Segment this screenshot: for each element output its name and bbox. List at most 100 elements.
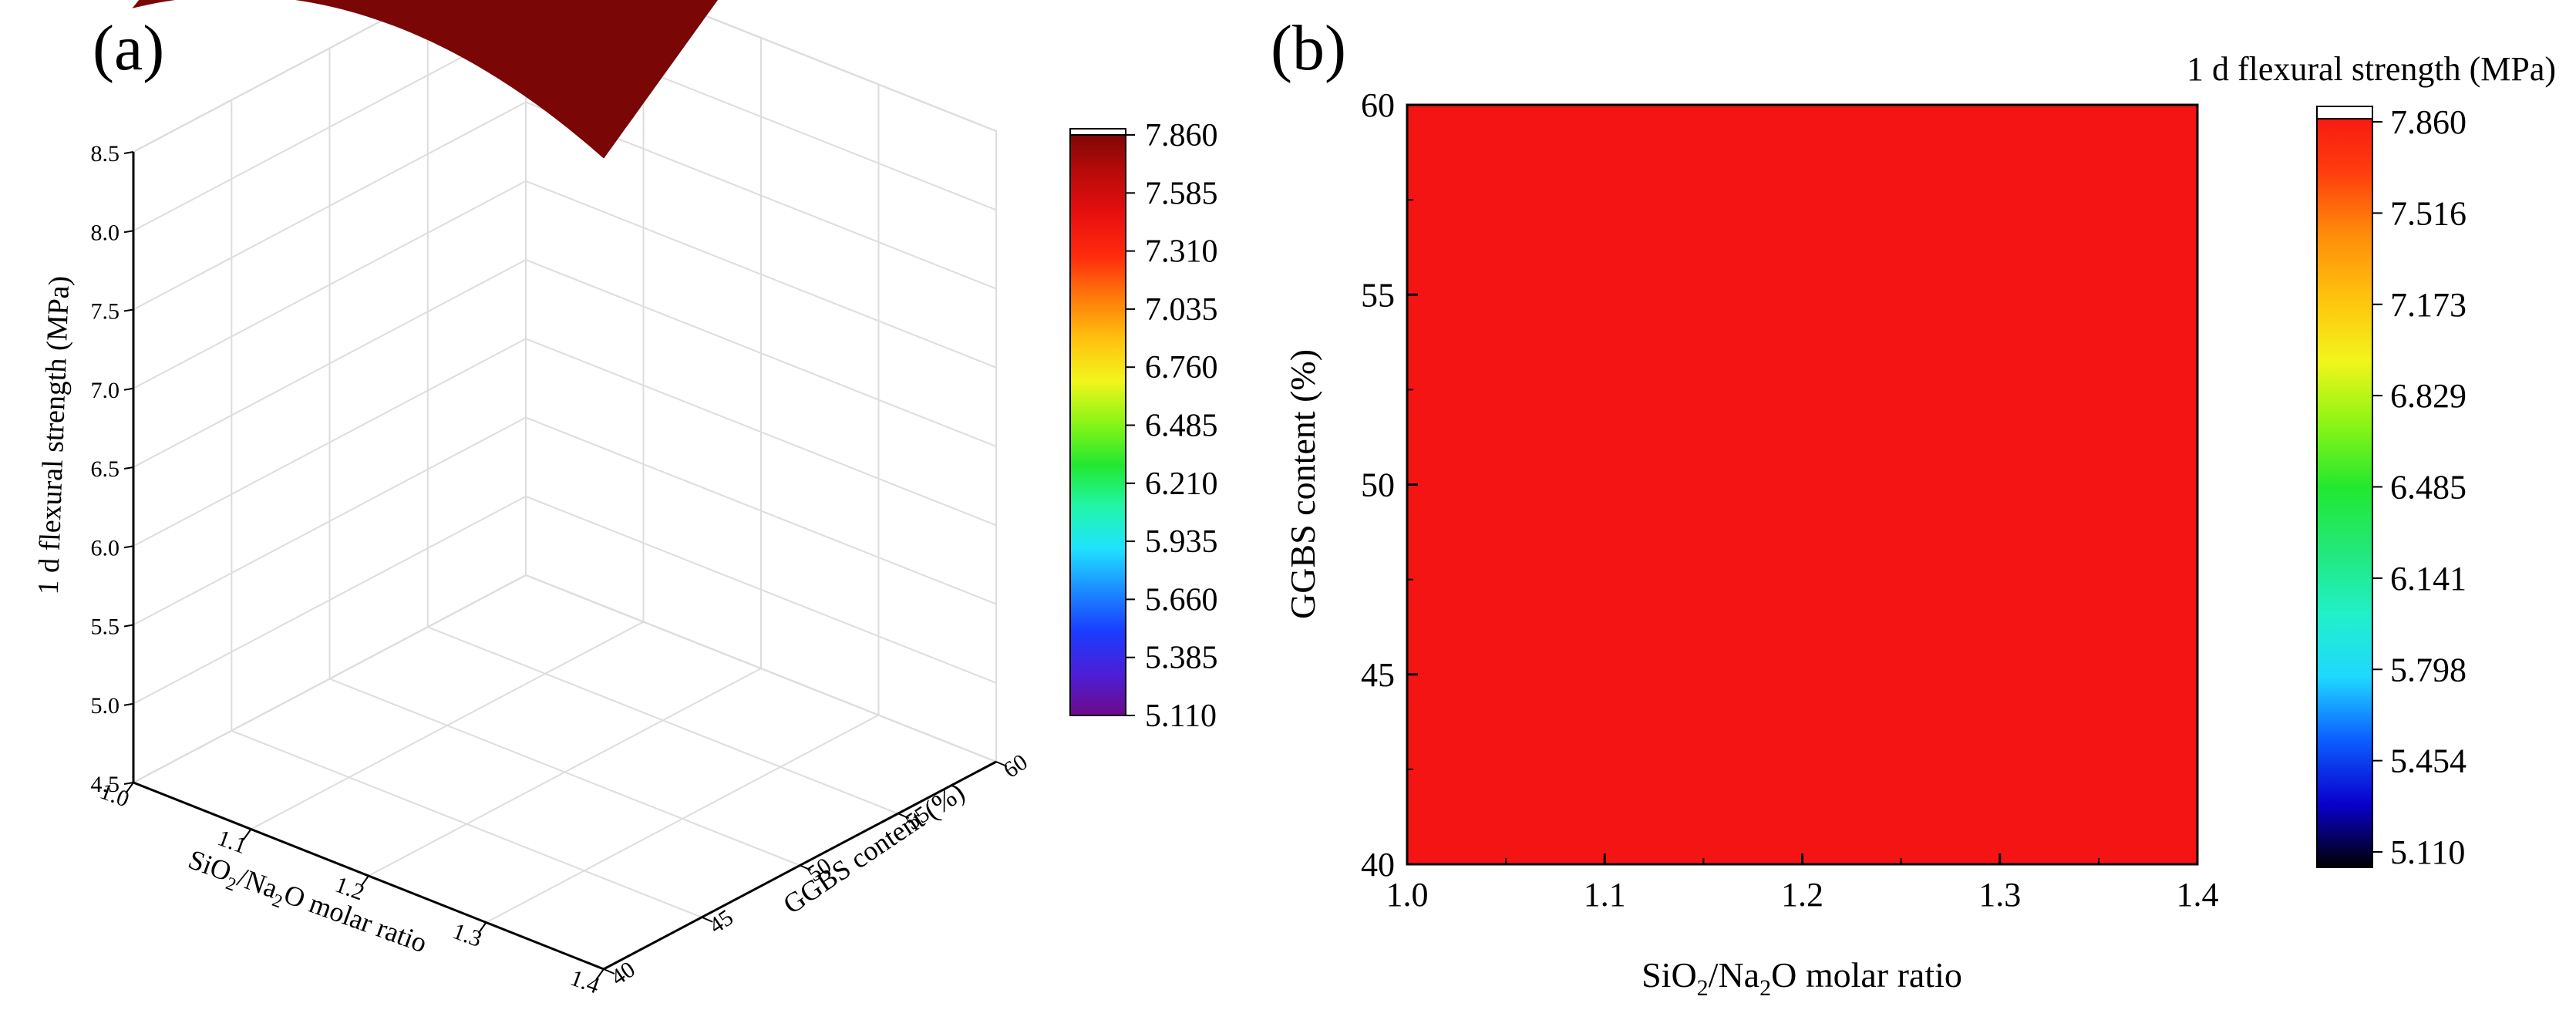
contour-cell: [1473, 465, 1480, 473]
contour-cell: [1519, 143, 1527, 150]
contour-cell: [1571, 585, 1579, 593]
contour-cell: [1446, 478, 1454, 486]
contour-cell: [1407, 674, 1415, 682]
contour-cell: [1519, 567, 1527, 574]
contour-cell: [1479, 541, 1487, 549]
contour-cell: [1453, 130, 1460, 137]
contour-cell: [1512, 800, 1520, 808]
contour-cell: [1466, 402, 1474, 409]
contour-cell: [1446, 117, 1454, 125]
contour-cell: [1525, 788, 1533, 796]
contour-cell: [1525, 193, 1533, 200]
contour-cell: [1440, 224, 1447, 232]
contour-cell: [1413, 370, 1421, 378]
contour-cell: [1525, 535, 1533, 542]
contour-cell: [1413, 516, 1421, 523]
contour-cell: [1486, 440, 1493, 447]
contour-cell: [1413, 224, 1421, 232]
contour-cell: [1433, 237, 1441, 245]
contour-cell: [1532, 617, 1540, 624]
colorbar-tick-label: 7.585: [1145, 176, 1218, 211]
contour-cell: [1413, 750, 1421, 758]
contour-cell: [1565, 231, 1573, 238]
contour-cell: [1446, 269, 1454, 277]
contour-cell: [1506, 358, 1514, 365]
contour-cell: [1466, 604, 1474, 612]
contour-cell: [1512, 680, 1520, 688]
contour-cell: [1453, 782, 1460, 789]
contour-cell: [1460, 782, 1467, 789]
contour-cell: [1479, 567, 1487, 574]
contour-cell: [1426, 174, 1434, 182]
contour-cell: [1578, 149, 1586, 157]
contour-cell: [1440, 857, 1447, 864]
contour-cell: [1486, 604, 1493, 612]
contour-cell: [1453, 769, 1460, 776]
contour-cell: [1538, 396, 1546, 403]
contour-cell: [1558, 680, 1566, 688]
contour-cell: [1532, 503, 1540, 510]
contour-cell: [1486, 503, 1493, 510]
contour-cell: [1545, 776, 1553, 783]
contour-cell: [1413, 332, 1421, 340]
contour-cell: [1545, 433, 1553, 441]
contour-cell: [1512, 528, 1520, 536]
contour-cell: [1571, 396, 1579, 403]
contour-cell: [1532, 642, 1540, 650]
contour-cell: [1512, 851, 1520, 859]
contour-cell: [1558, 845, 1566, 853]
contour-cell: [1460, 769, 1467, 776]
contour-cell: [1420, 257, 1428, 264]
contour-cell: [1460, 661, 1467, 669]
contour-cell: [1426, 604, 1434, 612]
contour-cell: [1558, 383, 1566, 390]
contour-cell: [1538, 535, 1546, 542]
contour-cell: [1545, 472, 1553, 479]
contour-cell: [1565, 472, 1573, 479]
contour-cell: [1486, 364, 1493, 372]
contour-cell: [1466, 719, 1474, 726]
contour-cell: [1578, 396, 1586, 403]
contour-cell: [1571, 440, 1579, 447]
contour-cell: [1426, 433, 1434, 441]
contour-cell: [1460, 313, 1467, 321]
contour-cell: [1413, 604, 1421, 612]
contour-cell: [1571, 376, 1579, 384]
contour-cell: [1512, 687, 1520, 694]
contour-cell: [1551, 421, 1560, 429]
contour-cell: [1407, 320, 1415, 327]
contour-cell: [1506, 123, 1514, 131]
contour-cell: [1407, 332, 1415, 340]
contour-cell: [1571, 794, 1579, 802]
contour-cell: [1538, 705, 1546, 713]
contour-cell: [1440, 611, 1447, 618]
contour-cell: [1446, 648, 1454, 656]
contour-cell: [1584, 744, 1592, 751]
contour-cell: [1433, 598, 1441, 606]
contour-cell: [1473, 200, 1480, 207]
contour-cell: [1473, 376, 1480, 384]
contour-cell: [1512, 769, 1520, 776]
contour-cell: [1538, 624, 1546, 631]
contour-cell: [1426, 528, 1434, 536]
contour-cell: [1571, 630, 1579, 638]
contour-cell: [1453, 516, 1460, 523]
contour-cell: [1493, 358, 1500, 365]
contour-cell: [1453, 762, 1460, 770]
contour-cell: [1453, 750, 1460, 758]
contour-cell: [1426, 275, 1434, 283]
contour-cell: [1558, 402, 1566, 409]
contour-cell: [1565, 364, 1573, 372]
contour-cell: [1519, 541, 1527, 549]
contour-cell: [1433, 396, 1441, 403]
contour-cell: [1453, 624, 1460, 631]
contour-cell: [1453, 174, 1460, 182]
contour-cell: [1565, 123, 1573, 131]
contour-cell: [1420, 744, 1428, 751]
contour-cell: [1407, 750, 1415, 758]
contour-cell: [1486, 592, 1493, 599]
contour-cell: [1565, 699, 1573, 707]
contour-cell: [1460, 332, 1467, 340]
contour-cell: [1578, 851, 1586, 859]
contour-cell: [1433, 155, 1441, 163]
